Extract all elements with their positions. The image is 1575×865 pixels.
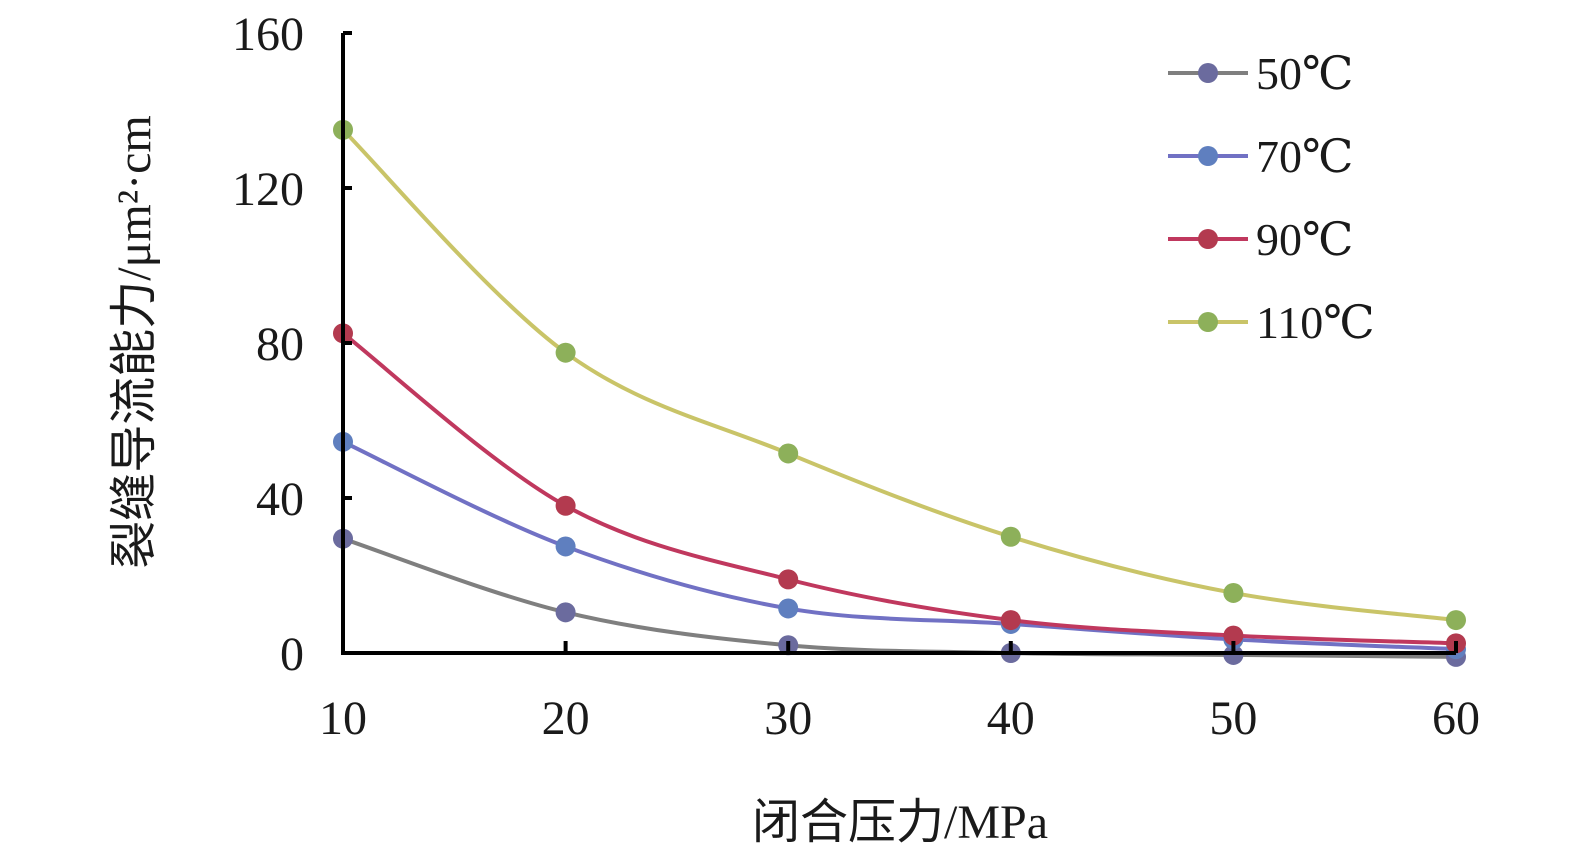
legend-label-1: 70℃: [1256, 131, 1353, 182]
x-axis-title: 闭合压力/MPa: [752, 796, 1048, 849]
y-tick-label-0: 0: [280, 628, 304, 681]
x-tick-label-3: 40: [987, 692, 1035, 745]
series-layer: [333, 119, 1466, 667]
data-point-s2-1: [555, 495, 576, 516]
legend: 50℃ 70℃ 90℃ 110℃: [1168, 48, 1375, 348]
data-point-s3-2: [778, 443, 799, 464]
data-point-s1-2: [778, 598, 799, 619]
series-line-3: [341, 127, 1458, 623]
axes-layer: 0 40 80 120 160 10 20 30 40 50 60: [232, 8, 1480, 745]
legend-marker-0: [1198, 63, 1218, 83]
legend-marker-2: [1198, 229, 1218, 249]
y-tick-label-4: 160: [232, 8, 304, 61]
y-axis-title: 裂缝导流能力/μm²·cm: [108, 115, 161, 568]
data-point-s3-5: [1446, 610, 1466, 631]
series-line-1: [341, 439, 1458, 652]
x-tick-label-2: 30: [764, 692, 812, 745]
legend-label-0: 50℃: [1256, 48, 1353, 99]
data-point-s2-3: [1000, 610, 1021, 631]
data-point-s2-4: [1223, 625, 1244, 646]
x-tick-label-5: 60: [1432, 692, 1480, 745]
legend-marker-1: [1198, 146, 1218, 166]
y-tick-label-1: 40: [256, 473, 304, 526]
legend-label-3: 110℃: [1256, 297, 1375, 348]
x-tick-label-4: 50: [1209, 692, 1257, 745]
y-tick-label-2: 80: [256, 318, 304, 371]
data-point-s3-4: [1223, 582, 1244, 603]
data-point-s3-3: [1000, 526, 1021, 547]
legend-marker-3: [1198, 312, 1218, 332]
data-point-s3-1: [555, 342, 576, 363]
data-point-s1-1: [555, 536, 576, 557]
x-tick-label-0: 10: [319, 692, 367, 745]
legend-label-2: 90℃: [1256, 214, 1353, 265]
y-tick-label-3: 120: [232, 163, 304, 216]
series-line-0: [341, 536, 1458, 659]
series-line-2: [341, 331, 1458, 646]
data-point-s0-1: [555, 602, 576, 623]
data-point-s2-2: [778, 569, 799, 590]
x-tick-label-1: 20: [542, 692, 590, 745]
